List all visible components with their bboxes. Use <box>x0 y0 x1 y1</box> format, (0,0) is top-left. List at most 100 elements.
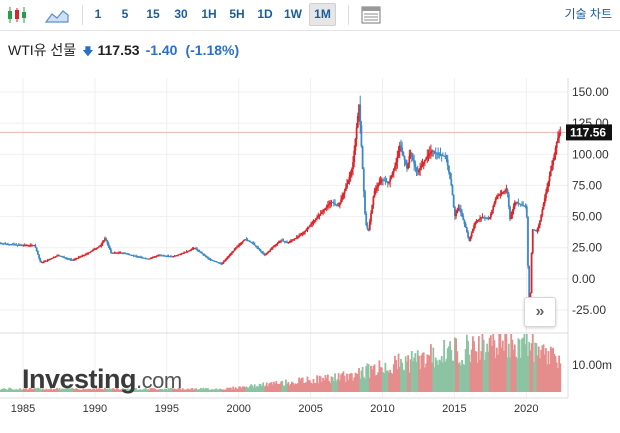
timeframe-1d[interactable]: 1D <box>257 7 273 21</box>
volume-bar <box>5 389 8 392</box>
candle-body <box>342 193 345 197</box>
volume-bar <box>392 364 395 392</box>
candle-body <box>84 254 87 256</box>
y-tick-label: 100.00 <box>572 147 609 161</box>
candle-body <box>555 141 558 149</box>
candle-body <box>240 242 243 244</box>
candle-body <box>126 253 129 255</box>
volume-bar <box>325 377 328 392</box>
candle-body <box>349 172 352 177</box>
candle-body <box>461 212 463 217</box>
volume-bar <box>189 389 191 392</box>
candle-body <box>1 243 3 245</box>
volume-bar <box>406 361 408 392</box>
candle-body <box>44 261 46 263</box>
candle-body <box>46 260 49 262</box>
candle-body <box>131 255 134 257</box>
timeframe-1h[interactable]: 1H <box>201 7 217 21</box>
candle-body <box>180 253 183 255</box>
volume-bar <box>265 382 268 392</box>
volume-bar <box>280 381 283 392</box>
volume-bar <box>506 357 509 392</box>
volume-bar <box>362 376 365 392</box>
candle-body <box>267 252 269 254</box>
timeframe-15[interactable]: 15 <box>146 7 160 21</box>
candle-body <box>495 196 498 199</box>
volume-bar <box>373 364 376 392</box>
timeframe-1m[interactable]: 1M <box>309 3 336 26</box>
volume-bar <box>231 389 233 392</box>
volume-bar <box>285 379 287 392</box>
volume-bar <box>237 388 239 392</box>
volume-bar <box>358 368 360 392</box>
timeframe-5h[interactable]: 5H <box>229 7 245 21</box>
candle-body <box>347 180 350 184</box>
candle-body <box>205 256 208 258</box>
candle-body <box>492 206 495 211</box>
candle-body <box>285 241 287 243</box>
technical-chart-button[interactable]: 기술 차트 <box>564 7 613 21</box>
candle-body <box>167 255 170 257</box>
candlestick-chart-icon[interactable] <box>6 5 28 25</box>
volume-bar <box>444 361 447 392</box>
area-chart-icon[interactable] <box>44 5 70 25</box>
candle-body <box>9 244 12 246</box>
candle-body <box>177 254 179 256</box>
volume-bar <box>191 387 194 392</box>
candle-body <box>452 195 455 208</box>
candle-body <box>424 159 426 162</box>
instrument-name: WTI유 선물 <box>8 42 77 58</box>
candle-body <box>306 228 309 230</box>
candle-body <box>379 180 382 183</box>
volume-bar <box>10 388 13 392</box>
candle-body <box>183 252 185 254</box>
timeframe-5[interactable]: 5 <box>121 7 129 21</box>
candle-body <box>491 210 493 214</box>
volume-bar <box>557 367 559 392</box>
candle-body <box>436 152 438 154</box>
candle-body <box>27 245 30 247</box>
volume-bar <box>304 383 306 392</box>
candle-body <box>137 256 140 258</box>
candle-body <box>453 207 456 217</box>
volume-bar <box>510 334 513 392</box>
candle-body <box>377 184 380 187</box>
candle-body <box>82 255 85 257</box>
candle-body <box>354 139 357 151</box>
volume-bar <box>2 388 5 392</box>
timeframe-1w[interactable]: 1W <box>284 7 302 21</box>
timeframe-30[interactable]: 30 <box>174 7 188 21</box>
candle-body <box>243 239 245 242</box>
candle-body <box>425 158 428 160</box>
volume-bar <box>489 335 492 392</box>
volume-bar <box>350 373 353 392</box>
volume-bar <box>473 341 475 392</box>
candle-body <box>146 258 148 260</box>
candle-body <box>335 204 338 206</box>
volume-bar <box>503 350 505 392</box>
candle-body <box>125 253 128 255</box>
volume-bar <box>338 380 341 392</box>
candle-body <box>30 245 33 247</box>
candle-body <box>475 221 478 223</box>
candle-body <box>198 250 201 252</box>
candle-body <box>102 240 105 243</box>
candle-body <box>29 245 32 247</box>
volume-bar <box>214 388 217 392</box>
volume-bar <box>215 388 218 392</box>
candle-body <box>312 221 315 223</box>
candle-body <box>20 245 22 247</box>
volume-bar <box>328 381 330 392</box>
volume-bar <box>439 360 442 392</box>
scroll-to-latest-button[interactable]: » <box>524 297 556 327</box>
volume-bar <box>474 350 477 392</box>
timeframe-1[interactable]: 1 <box>94 7 102 21</box>
volume-bar <box>270 382 273 392</box>
table-view-icon[interactable] <box>360 5 382 25</box>
candle-body <box>450 178 453 186</box>
volume-bar <box>355 373 358 392</box>
candle-body <box>42 261 45 263</box>
volume-bar <box>281 380 284 392</box>
candle-body <box>542 203 545 210</box>
candle-body <box>257 247 260 249</box>
